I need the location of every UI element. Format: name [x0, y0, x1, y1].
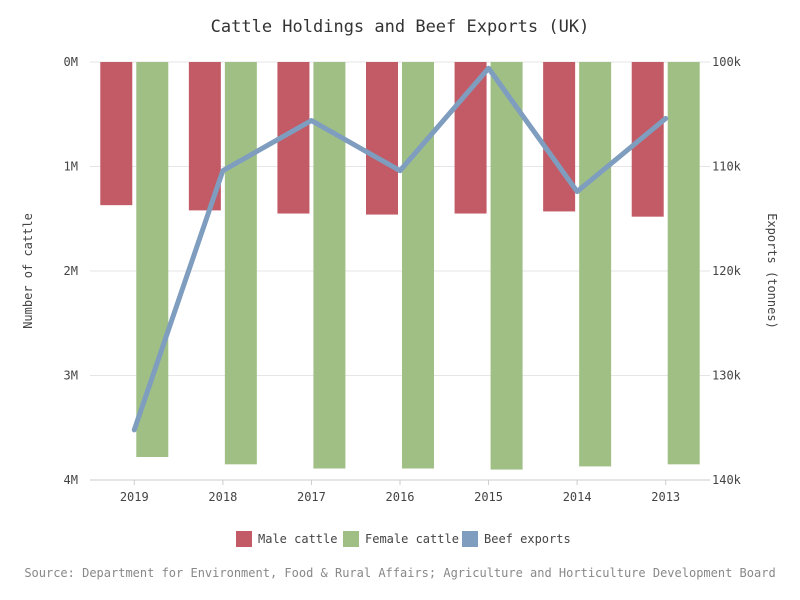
bars-layer — [100, 62, 700, 470]
line-layer — [131, 65, 669, 433]
axis-layer: 0M 1M 2M 3M 4M 100k 110k 120k 130k 140k 2019 2018 20… — [64, 55, 742, 504]
y-left-tick-label: 0M — [64, 55, 78, 69]
bar-female-cattle — [667, 62, 700, 465]
x-tick-label: 2016 — [386, 490, 415, 504]
y-right-tick-label: 140k — [712, 473, 742, 487]
bar-male-cattle — [543, 62, 576, 212]
y-left-tick-label: 1M — [64, 160, 78, 174]
grid-layer — [90, 61, 710, 481]
legend-swatch — [236, 531, 252, 547]
bar-female-cattle — [579, 62, 612, 467]
y-right-tick-label: 130k — [712, 369, 742, 383]
x-tick-label: 2019 — [120, 490, 149, 504]
legend-label: Female cattle — [365, 532, 459, 546]
legend: Male cattle Female cattle Beef exports — [236, 531, 571, 547]
bar-female-cattle — [402, 62, 434, 469]
y-right-tick-label: 110k — [712, 160, 742, 174]
source-note: Source: Department for Environment, Food… — [24, 566, 775, 580]
bar-male-cattle — [366, 62, 398, 215]
bar-female-cattle — [490, 62, 523, 470]
legend-swatch — [343, 531, 359, 547]
y-left-tick-label: 2M — [64, 264, 78, 278]
legend-label: Male cattle — [258, 532, 337, 546]
legend-label: Beef exports — [484, 532, 571, 546]
x-tick-label: 2013 — [651, 490, 680, 504]
bar-male-cattle — [100, 62, 133, 206]
bar-female-cattle — [136, 62, 169, 458]
y-left-tick-label: 4M — [64, 473, 78, 487]
x-tick-label: 2015 — [474, 490, 503, 504]
bar-female-cattle — [224, 62, 257, 465]
y-axis-right-label: Exports (tonnes) — [765, 213, 779, 329]
bar-male-cattle — [454, 62, 487, 214]
x-tick-label: 2014 — [563, 490, 592, 504]
y-right-tick-label: 100k — [712, 55, 742, 69]
y-right-tick-label: 120k — [712, 264, 742, 278]
legend-swatch — [462, 531, 478, 547]
x-tick-label: 2017 — [297, 490, 326, 504]
x-tick-label: 2018 — [208, 490, 237, 504]
y-axis-left-label: Number of cattle — [21, 213, 35, 329]
y-left-tick-label: 3M — [64, 369, 78, 383]
chart-title: Cattle Holdings and Beef Exports (UK) — [211, 17, 590, 37]
